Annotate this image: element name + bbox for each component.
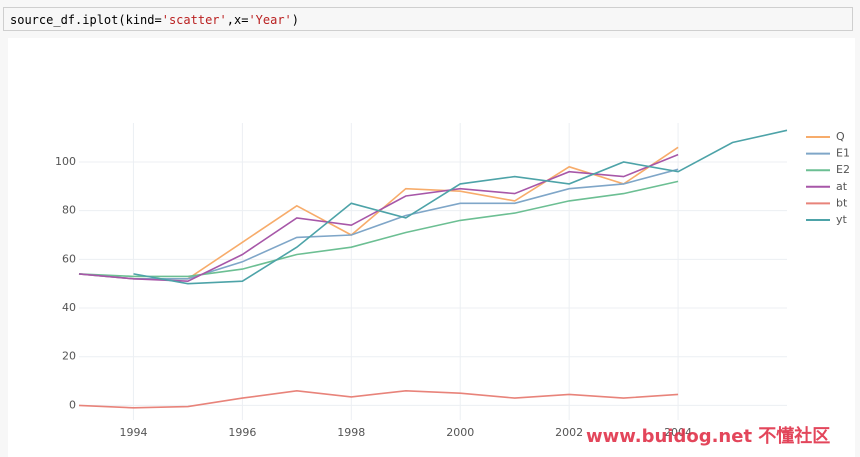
code-token: ,x=: [226, 13, 249, 27]
code-token: 'Year': [248, 13, 292, 27]
legend-label: yt: [836, 213, 848, 226]
y-tick-label: 20: [62, 350, 76, 363]
x-tick-label: 1996: [228, 426, 256, 439]
y-tick-label: 60: [62, 252, 76, 265]
legend-label: at: [836, 180, 848, 193]
y-tick-label: 40: [62, 301, 76, 314]
legend-label: Q: [836, 130, 845, 143]
legend-label: E1: [836, 147, 850, 160]
code-token: ): [291, 13, 300, 27]
chart-panel: [8, 38, 855, 457]
code-token: 'scatter': [161, 13, 227, 27]
x-tick-label: 2000: [446, 426, 474, 439]
series-line: [78, 180, 679, 278]
x-tick-label: 1994: [119, 426, 147, 439]
watermark: www.buidog.net 不懂社区: [586, 425, 830, 447]
code-cell: source_df.iplot(kind='scatter',x='Year'): [3, 7, 853, 31]
y-tick-label: 0: [69, 398, 76, 411]
code-token: source_df.iplot(kind=: [10, 13, 162, 27]
series-line: [78, 168, 679, 280]
y-tick-label: 100: [55, 155, 76, 168]
x-tick-label: 1998: [337, 426, 365, 439]
x-tick-label: 2004: [664, 426, 692, 439]
legend-label: E2: [836, 163, 850, 176]
x-tick-label: 2002: [555, 426, 583, 439]
y-tick-label: 80: [62, 204, 76, 217]
series-line: [78, 389, 679, 409]
series-line: [133, 129, 788, 285]
legend-label: bt: [836, 196, 848, 209]
